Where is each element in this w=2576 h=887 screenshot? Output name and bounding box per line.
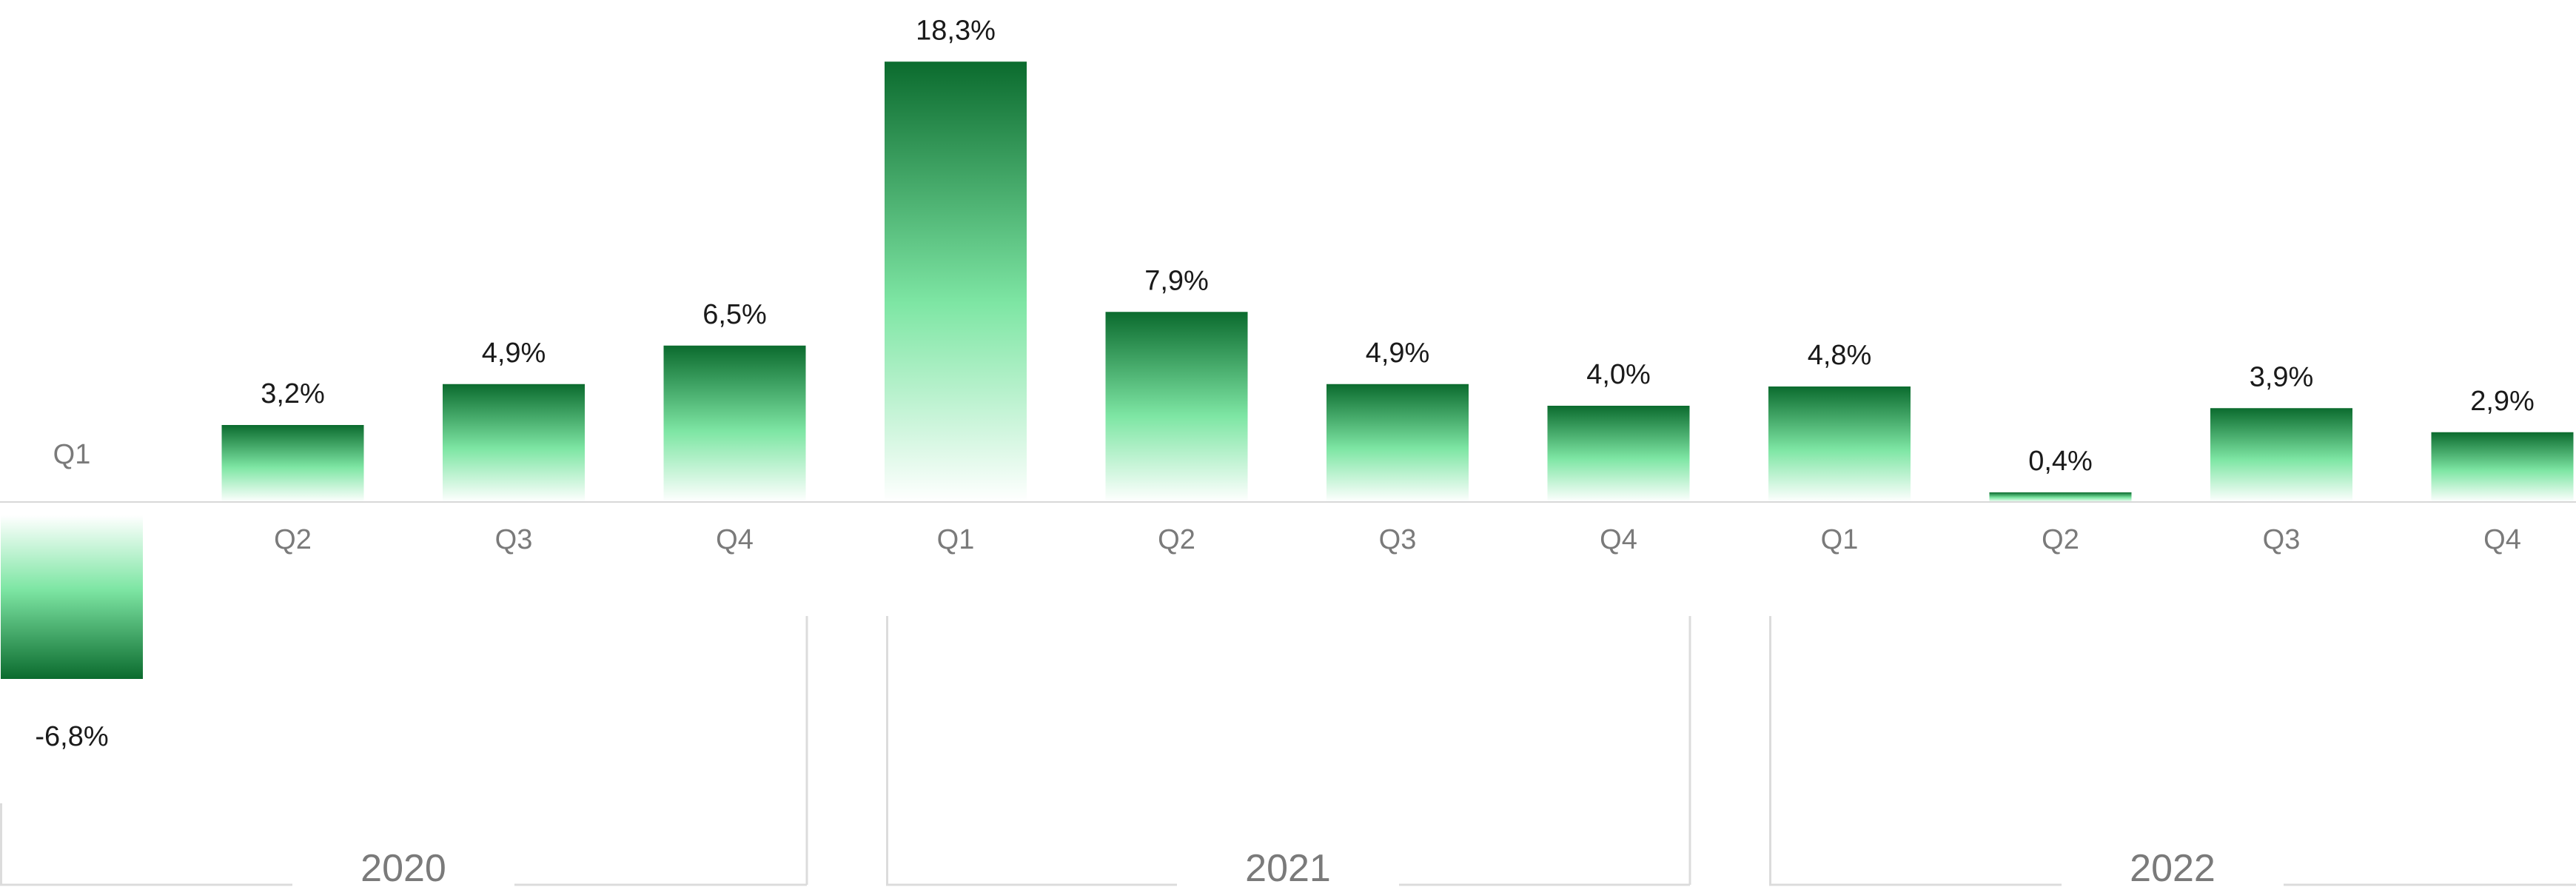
value-label: 18,3% <box>916 15 996 46</box>
value-label: 3,2% <box>261 378 325 409</box>
quarter-label: Q1 <box>1821 524 1859 555</box>
quarter-label: Q2 <box>1158 524 1195 555</box>
value-label: 2,9% <box>2470 386 2535 417</box>
bar-9 <box>1768 386 1911 502</box>
value-label: 4,9% <box>482 338 546 369</box>
quarter-label: Q2 <box>274 524 312 555</box>
value-label: 4,0% <box>1586 359 1651 390</box>
value-label: 3,9% <box>2250 361 2314 392</box>
labels: -6,8% Q1 3,2% Q2 4,9% Q3 6,5% Q4 18,3% Q1 7,9% Q2 4,… <box>35 15 2534 887</box>
quarter-label: Q3 <box>2263 524 2301 555</box>
bar-1 <box>1 515 143 679</box>
quarter-label: Q4 <box>1600 524 1637 555</box>
year-brackets <box>0 616 2576 886</box>
bar-7 <box>1326 384 1469 502</box>
bar-12 <box>2431 432 2574 502</box>
value-label: 4,8% <box>1808 340 1872 371</box>
value-label: -6,8% <box>35 721 108 752</box>
year-label: 2022 <box>2130 847 2216 887</box>
quarter-label: Q2 <box>2042 524 2079 555</box>
value-label: 6,5% <box>702 299 767 330</box>
bar-4 <box>663 345 806 502</box>
quarter-label: Q3 <box>495 524 533 555</box>
bar-11 <box>2210 408 2352 502</box>
year-label: 2021 <box>1245 847 1331 887</box>
value-label: 4,9% <box>1366 338 1430 369</box>
bar-10 <box>1989 492 2132 502</box>
quarter-label: Q1 <box>53 439 91 470</box>
quarter-label: Q1 <box>937 524 975 555</box>
bars <box>1 61 2574 679</box>
bar-5 <box>885 61 1027 502</box>
quarter-label: Q4 <box>2483 524 2521 555</box>
quarter-label: Q3 <box>1379 524 1417 555</box>
value-label: 7,9% <box>1144 265 1209 296</box>
value-label: 0,4% <box>2028 446 2093 477</box>
bar-8 <box>1547 406 1690 502</box>
quarter-label: Q4 <box>716 524 754 555</box>
bar-6 <box>1105 312 1248 502</box>
bar-3 <box>443 384 585 502</box>
year-label: 2020 <box>360 847 446 887</box>
bar-2 <box>221 425 364 502</box>
